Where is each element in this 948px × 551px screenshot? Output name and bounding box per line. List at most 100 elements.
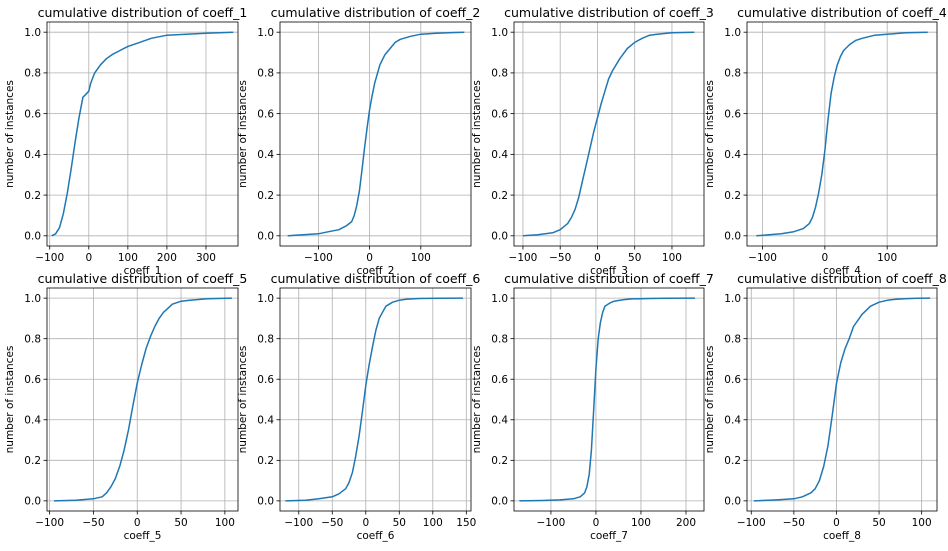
y-axis-label: number of instances: [704, 346, 716, 454]
chart-panel-2: −100 0 100 0.0 0.2 0.4 0.6 0.8 1.0 cumulative dis…: [237, 5, 480, 277]
y-axis-label: number of instances: [704, 80, 716, 188]
x-tick-label: 100: [877, 252, 897, 264]
chart-panel-7: −100 0 100 200 0.0 0.2 0.4 0.6 0.8 1.0 cumulative …: [471, 271, 714, 542]
y-tick-label: 0.0: [724, 496, 741, 508]
y-tick-label: 1.0: [724, 27, 741, 39]
chart-title: cumulative distribution of coeff_7: [504, 271, 714, 286]
y-tick-label: 0.6: [724, 108, 741, 120]
axes-frame: [513, 287, 705, 512]
x-tick-label: 50: [393, 517, 406, 529]
chart-panel-5: −100 −50 0 50 100 0.0 0.2 0.4 0.6 0.8 1.0 cumulativ…: [4, 271, 247, 542]
axes-frame: [746, 21, 938, 247]
y-tick-label: 0.0: [24, 231, 41, 243]
y-tick-label: 0.4: [724, 415, 741, 427]
y-tick-label: 0.0: [724, 231, 741, 243]
y-tick-label: 0.0: [491, 496, 508, 508]
x-axis-label: coeff_4: [823, 265, 861, 277]
y-tick-label: 0.6: [257, 374, 274, 386]
x-tick-label: 100: [662, 252, 682, 264]
y-tick-label: 0.2: [24, 455, 41, 467]
chart-title: cumulative distribution of coeff_5: [38, 271, 248, 286]
y-tick-label: 1.0: [724, 293, 741, 305]
x-tick-label: −100: [304, 252, 333, 264]
y-axis-label: number of instances: [471, 346, 483, 454]
axes-frame: [46, 21, 239, 247]
x-tick-label: 200: [676, 517, 696, 529]
chart-title: cumulative distribution of coeff_4: [737, 5, 947, 20]
y-tick-label: 0.2: [257, 190, 274, 202]
y-tick-label: 1.0: [24, 293, 41, 305]
axes-frame: [746, 287, 938, 512]
y-tick-label: 0.0: [257, 231, 274, 243]
x-tick-label: −100: [284, 517, 313, 529]
y-tick-label: 1.0: [257, 27, 274, 39]
x-tick-label: −100: [536, 517, 565, 529]
y-tick-label: 0.8: [724, 333, 741, 345]
y-tick-label: 0.2: [491, 190, 508, 202]
x-tick-label: −50: [82, 517, 104, 529]
x-tick-label: 150: [456, 517, 476, 529]
x-tick-label: −100: [35, 252, 64, 264]
y-axis-label: number of instances: [237, 346, 249, 454]
x-tick-label: 0: [366, 252, 373, 264]
chart-panel-6: −100 −50 0 50 100 150 0.0 0.2 0.4 0.6 0.8 1.0 cumula…: [237, 271, 480, 542]
chart-title: cumulative distribution of coeff_1: [38, 5, 248, 20]
axes-frame: [513, 21, 705, 247]
y-axis-label: number of instances: [4, 346, 16, 454]
y-tick-label: 0.2: [257, 455, 274, 467]
axes-frame: [279, 21, 472, 247]
x-tick-label: −100: [35, 517, 64, 529]
x-axis-label: coeff_8: [823, 530, 861, 542]
y-tick-label: 0.0: [257, 496, 274, 508]
x-tick-label: 0: [822, 252, 829, 264]
chart-panel-3: −100 −50 0 50 100 0.0 0.2 0.4 0.6 0.8 1.0 cumulativ…: [471, 5, 714, 277]
y-tick-label: 1.0: [257, 293, 274, 305]
y-axis-label: number of instances: [4, 80, 16, 188]
x-tick-label: 0: [134, 517, 141, 529]
y-tick-label: 0.8: [491, 333, 508, 345]
y-tick-label: 0.8: [24, 68, 41, 80]
axes-frame: [279, 287, 472, 512]
x-tick-label: 0: [833, 517, 840, 529]
y-tick-label: 0.8: [257, 333, 274, 345]
x-tick-label: 50: [174, 517, 187, 529]
x-axis-label: coeff_1: [124, 265, 162, 277]
x-tick-label: 100: [118, 252, 138, 264]
cdf-line: [756, 31, 928, 237]
y-tick-label: 0.2: [24, 190, 41, 202]
x-tick-label: 300: [196, 252, 216, 264]
y-axis-label: number of instances: [471, 80, 483, 188]
y-tick-label: 0.4: [491, 415, 508, 427]
x-tick-label: −50: [321, 517, 343, 529]
y-tick-label: 0.6: [724, 374, 741, 386]
y-tick-label: 0.6: [491, 374, 508, 386]
y-tick-label: 0.2: [724, 455, 741, 467]
chart-panel-8: −100 −50 0 50 100 0.0 0.2 0.4 0.6 0.8 1.0 cumulativ…: [704, 271, 947, 542]
x-tick-label: −100: [748, 252, 777, 264]
y-tick-label: 0.2: [724, 190, 741, 202]
x-tick-label: −100: [737, 517, 766, 529]
y-tick-label: 0.0: [491, 231, 508, 243]
cdf-line: [285, 297, 464, 502]
y-tick-label: 0.4: [24, 415, 41, 427]
y-tick-label: 0.6: [257, 108, 274, 120]
y-tick-label: 0.6: [24, 108, 41, 120]
y-tick-label: 0.8: [724, 68, 741, 80]
y-tick-label: 0.8: [491, 68, 508, 80]
x-tick-label: 100: [912, 517, 932, 529]
y-tick-label: 0.0: [24, 496, 41, 508]
chart-title: cumulative distribution of coeff_8: [737, 271, 947, 286]
y-tick-label: 0.6: [24, 374, 41, 386]
y-tick-label: 1.0: [491, 27, 508, 39]
x-tick-label: 200: [157, 252, 177, 264]
cdf-line: [287, 31, 465, 237]
x-tick-label: 50: [872, 517, 885, 529]
y-tick-label: 0.4: [24, 149, 41, 161]
x-tick-label: −50: [783, 517, 805, 529]
x-tick-label: 100: [215, 517, 235, 529]
y-tick-label: 0.8: [257, 68, 274, 80]
x-axis-label: coeff_3: [590, 265, 628, 277]
x-tick-label: 100: [423, 517, 443, 529]
y-tick-label: 0.4: [257, 415, 274, 427]
